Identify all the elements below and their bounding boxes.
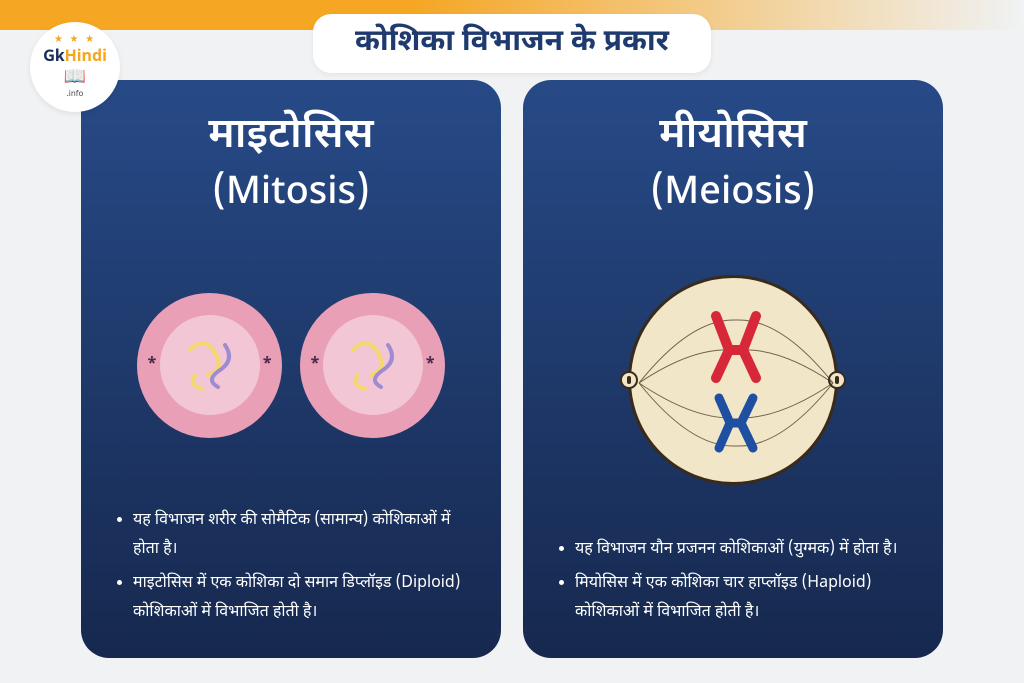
logo-brand-a: Gk — [43, 47, 65, 68]
logo-brand: GkHindi — [43, 47, 107, 68]
logo-brand-b: Hindi — [65, 47, 107, 68]
centriole-icon: * — [310, 355, 320, 376]
card-meiosis: मीयोसिस (Meiosis) Gk Hindi — [523, 80, 943, 658]
chromatin-icon — [170, 325, 250, 405]
centriole-icon: * — [147, 355, 157, 376]
meiosis-bullets: यह विभाजन यौन प्रजनन कोशिकाओं (युग्मक) म… — [553, 535, 913, 632]
mitosis-cells: * * * — [137, 293, 445, 438]
cards-row: माइटोसिस (Mitosis) * * * — [81, 80, 943, 658]
bullet-item: यह विभाजन शरीर की सोमैटिक (सामान्य) कोशि… — [133, 506, 471, 565]
logo-stars-icon: ★ ★ ★ — [54, 34, 96, 47]
book-icon: 📖 — [64, 66, 86, 90]
logo-subtext: .info — [67, 90, 84, 100]
bullet-item: माइटोसिस में एक कोशिका दो समान डिप्लॉइड … — [133, 569, 471, 628]
bullet-item: यह विभाजन यौन प्रजनन कोशिकाओं (युग्मक) म… — [575, 535, 913, 565]
nucleus-2 — [323, 315, 423, 415]
chromatin-icon — [333, 325, 413, 405]
mitosis-bullets: यह विभाजन शरीर की सोमैटिक (सामान्य) कोशि… — [111, 506, 471, 632]
centriole-icon: * — [425, 355, 435, 376]
nucleus-1 — [160, 315, 260, 415]
card-title-en: (Mitosis) — [111, 169, 471, 219]
site-logo: ★ ★ ★ GkHindi 📖 .info — [30, 22, 120, 112]
meiosis-diagram: Gk Hindi — [553, 239, 913, 522]
card-title-en: (Meiosis) — [553, 169, 913, 219]
centriole-icon: * — [262, 355, 272, 376]
meiosis-cell — [628, 275, 838, 485]
mitosis-cell-2: * * — [300, 293, 445, 438]
card-title-hi: मीयोसिस — [553, 112, 913, 165]
card-mitosis: माइटोसिस (Mitosis) * * * — [81, 80, 501, 658]
mitosis-diagram: * * * — [111, 239, 471, 492]
page-title: कोशिका विभाजन के प्रकार — [313, 14, 711, 73]
card-title-hi: माइटोसिस — [111, 112, 471, 165]
meiosis-svg — [631, 278, 841, 488]
bullet-item: मियोसिस में एक कोशिका चार हाप्लॉइड (Hapl… — [575, 569, 913, 628]
mitosis-cell-1: * * — [137, 293, 282, 438]
